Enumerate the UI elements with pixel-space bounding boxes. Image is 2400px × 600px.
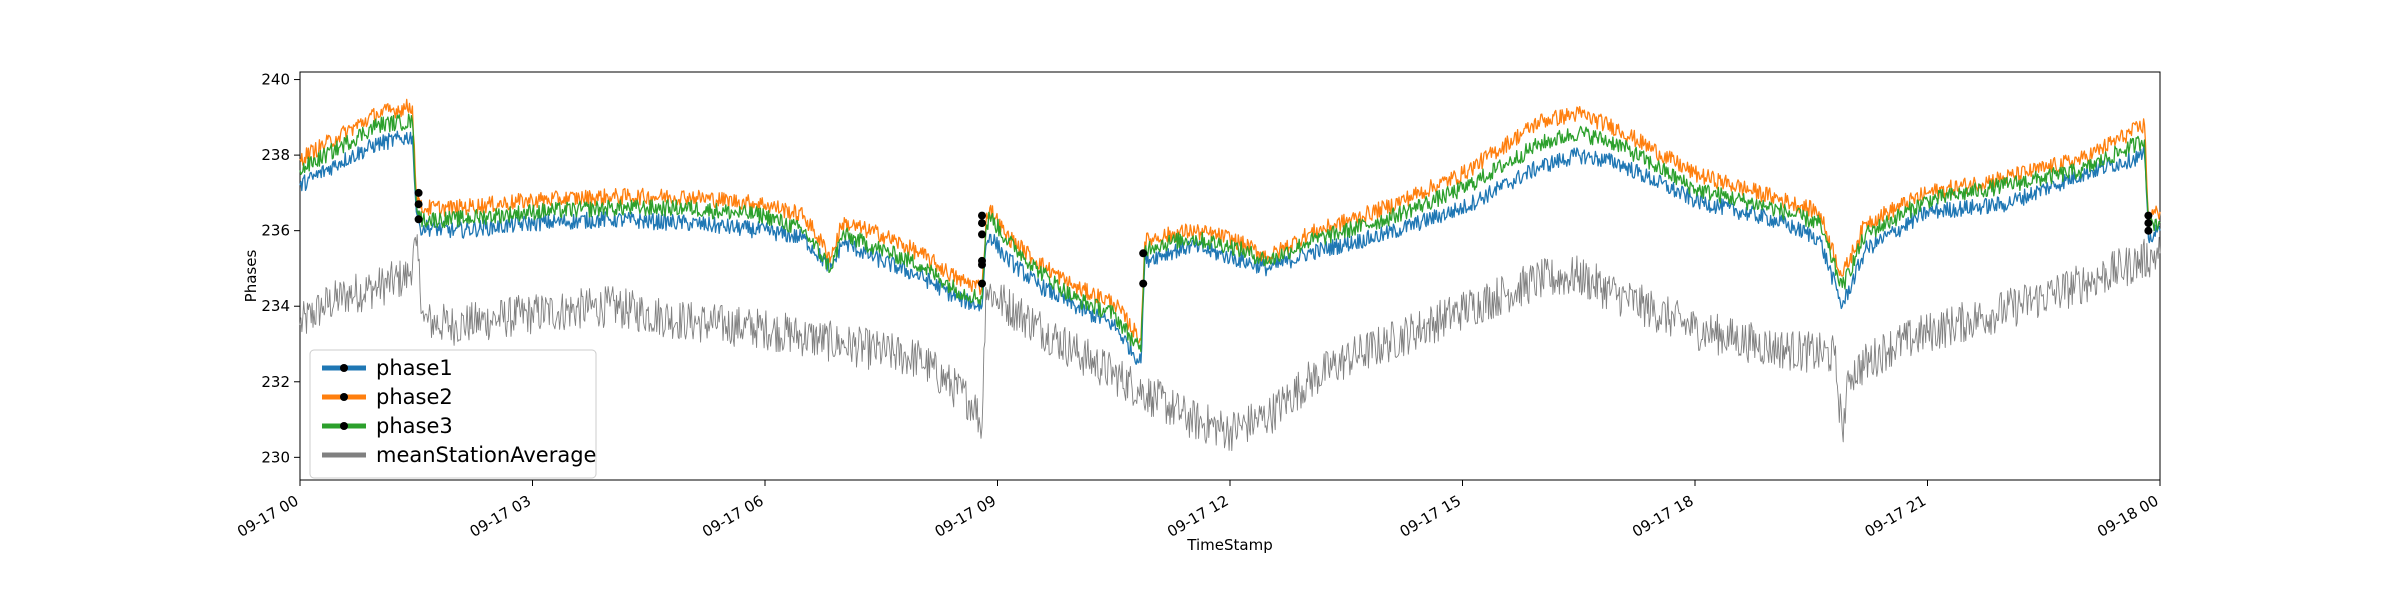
legend-box: [309, 349, 597, 479]
legend-label-phase3: phase3: [376, 414, 453, 438]
legend-label-phase1: phase1: [376, 356, 453, 380]
x-axis-title: TimeStamp: [1186, 536, 1272, 554]
series-line-meanStationAverage: [299, 234, 2161, 452]
legend-label-phase2: phase2: [376, 385, 453, 409]
y-tick-label: 234: [261, 297, 290, 315]
y-tick-label: 240: [261, 71, 290, 89]
data-marker: [1139, 279, 1148, 288]
x-tick-label: 09-17 03: [467, 492, 534, 541]
x-tick-label: 09-17 00: [234, 492, 301, 541]
y-axis-title: Phases: [242, 250, 260, 303]
data-marker: [414, 200, 423, 209]
y-tick-label: 230: [261, 448, 290, 466]
x-tick-label: 09-17 15: [1397, 492, 1464, 541]
x-tick-label: 09-18 00: [2094, 492, 2161, 541]
legend-marker-phase3: [340, 422, 348, 430]
series-line-phase1: [299, 130, 2161, 365]
data-marker: [2144, 226, 2153, 235]
legend-marker-phase2: [340, 393, 348, 401]
data-marker: [978, 230, 986, 239]
x-tick-label: 09-17 18: [1629, 492, 1696, 541]
data-marker: [414, 215, 423, 224]
data-marker: [2144, 211, 2153, 220]
data-marker: [1139, 249, 1148, 258]
x-axis: 09-17 00 09-17 03 09-17 06 09-17 09 09-17 12…: [234, 480, 2162, 541]
y-tick-label: 232: [261, 373, 290, 391]
x-tick-label: 09-17 21: [1862, 492, 1929, 541]
data-marker: [978, 219, 986, 228]
series-line-phase2: [299, 98, 2161, 344]
y-tick-label: 236: [261, 222, 290, 240]
series-line-phase3: [299, 113, 2161, 353]
x-tick-label: 09-17 12: [1164, 492, 1231, 541]
legend-marker-phase1: [340, 364, 348, 372]
legend: phase1 phase2 phase3 meanStationAverage: [309, 349, 597, 479]
series-layer: [299, 98, 2161, 452]
plot-area: [299, 71, 2161, 481]
marker-layer: [414, 188, 2153, 288]
legend-label-meanStationAverage: meanStationAverage: [376, 443, 596, 467]
data-marker: [978, 260, 986, 269]
data-marker: [2144, 219, 2153, 228]
data-marker: [978, 279, 986, 288]
x-tick-label: 09-17 09: [932, 492, 999, 541]
y-tick-label: 238: [261, 146, 290, 164]
x-tick-label: 09-17 06: [699, 492, 766, 541]
y-axis: 230 232 234 236 238 240: [261, 71, 300, 466]
data-marker: [414, 188, 423, 197]
data-marker: [978, 211, 986, 220]
